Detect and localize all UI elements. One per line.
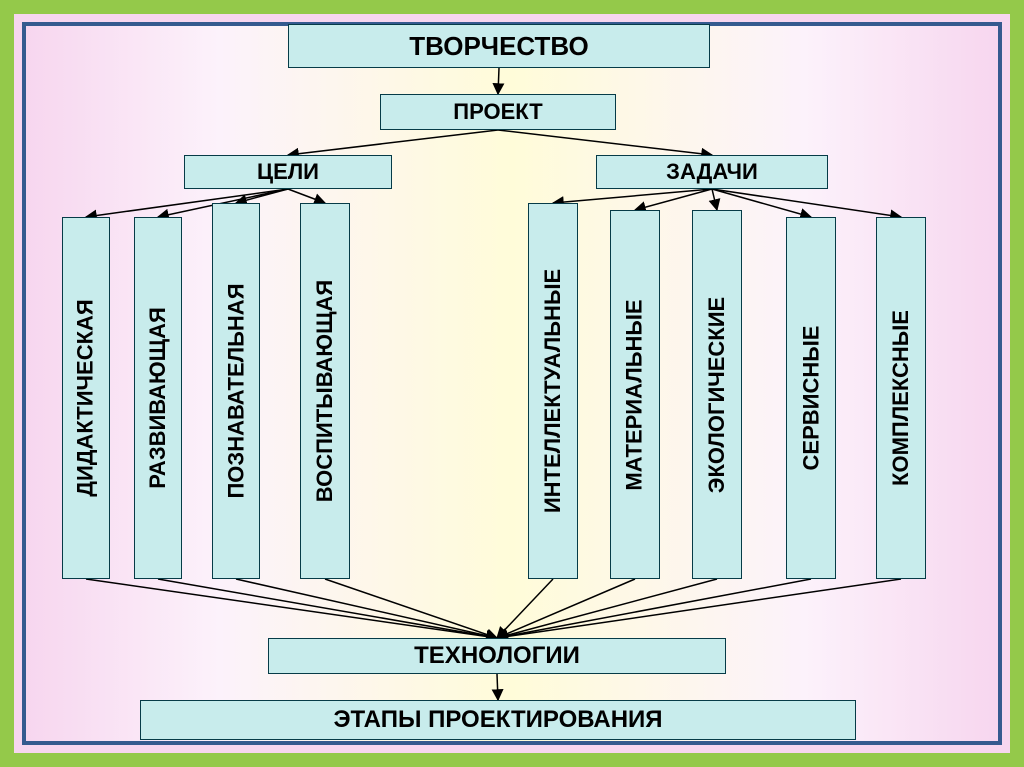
task-complex: КОМПЛЕКСНЫЕ [876, 217, 926, 579]
node-creativity: ТВОРЧЕСТВО [288, 24, 710, 68]
node-goals: ЦЕЛИ [184, 155, 392, 189]
task-material: МАТЕРИАЛЬНЫЕ [610, 210, 660, 579]
node-project: ПРОЕКТ [380, 94, 616, 130]
diagram-stage: ТВОРЧЕСТВО ПРОЕКТ ЦЕЛИ ЗАДАЧИ ТЕХНОЛОГИИ ЭТАП… [0, 0, 1024, 767]
goal-didactic: ДИДАКТИЧЕСКАЯ [62, 217, 110, 579]
goal-developing: РАЗВИВАЮЩАЯ [134, 217, 182, 579]
task-ecological: ЭКОЛОГИЧЕСКИЕ [692, 210, 742, 579]
node-tasks: ЗАДАЧИ [596, 155, 828, 189]
task-service: СЕРВИСНЫЕ [786, 217, 836, 579]
goal-educative: ВОСПИТЫВАЮЩАЯ [300, 203, 350, 579]
node-technologies: ТЕХНОЛОГИИ [268, 638, 726, 674]
node-stages: ЭТАПЫ ПРОЕКТИРОВАНИЯ [140, 700, 856, 740]
goal-cognitive: ПОЗНАВАТЕЛЬНАЯ [212, 203, 260, 579]
task-intellectual: ИНТЕЛЛЕКТУАЛЬНЫЕ [528, 203, 578, 579]
